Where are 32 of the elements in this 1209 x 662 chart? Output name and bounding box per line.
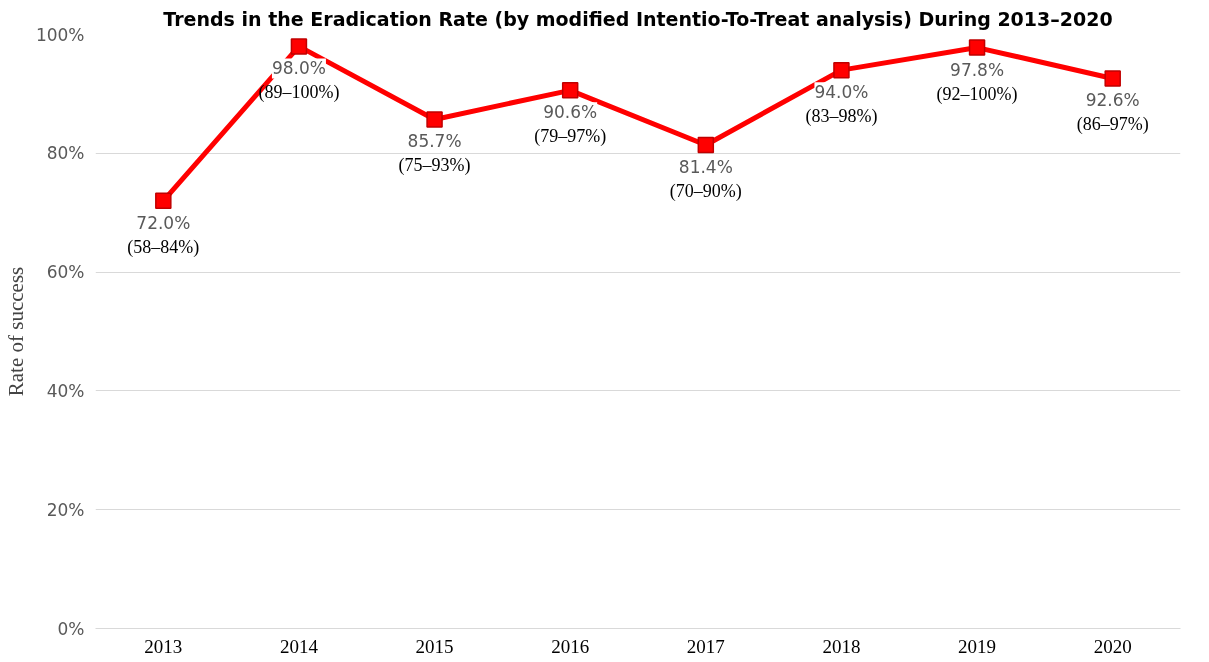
point [155,192,172,210]
point [1104,70,1121,87]
data-label: 85.7% (75–93%) [398,131,471,177]
x-tick-label: 2020 [1093,635,1132,657]
point [561,82,579,99]
point [290,38,308,55]
y-tick-label: 20% [46,499,85,520]
data-label: 98.0% (89–100%) [258,58,340,104]
y-tick-label: 40% [46,380,85,401]
x-tick-label: 2016 [551,635,590,657]
data-label: 94.0% (83–98%) [805,82,878,128]
data-label: 97.8% (92–100%) [936,59,1018,105]
y-tick-label: 80% [46,143,85,164]
y-tick-label: 0% [57,618,85,639]
point [697,136,715,154]
data-label: 90.6% (79–97%) [534,102,607,148]
y-tick-label: 100% [35,24,85,45]
x-tick-label: 2015 [415,635,454,657]
point [968,39,986,56]
y-axis-title: Rate of success [3,266,28,397]
point [833,61,850,79]
y-tick-label: 60% [46,262,85,283]
x-tick-label: 2017 [686,635,725,657]
data-label: 72.0% (58–84%) [127,212,200,258]
chart-title: Trends in the Eradication Rate (by modified Intentio-To-Treat analysis) During 2013–2020 [163,7,1113,30]
data-label: 81.4% (70–90%) [669,156,742,202]
x-tick-label: 2019 [958,635,997,657]
x-tick-label: 2013 [144,635,183,657]
data-label: 92.6% (86–97%) [1076,90,1149,136]
x-tick-label: 2018 [822,635,861,657]
point [426,111,443,128]
x-tick-label: 2014 [279,635,319,657]
